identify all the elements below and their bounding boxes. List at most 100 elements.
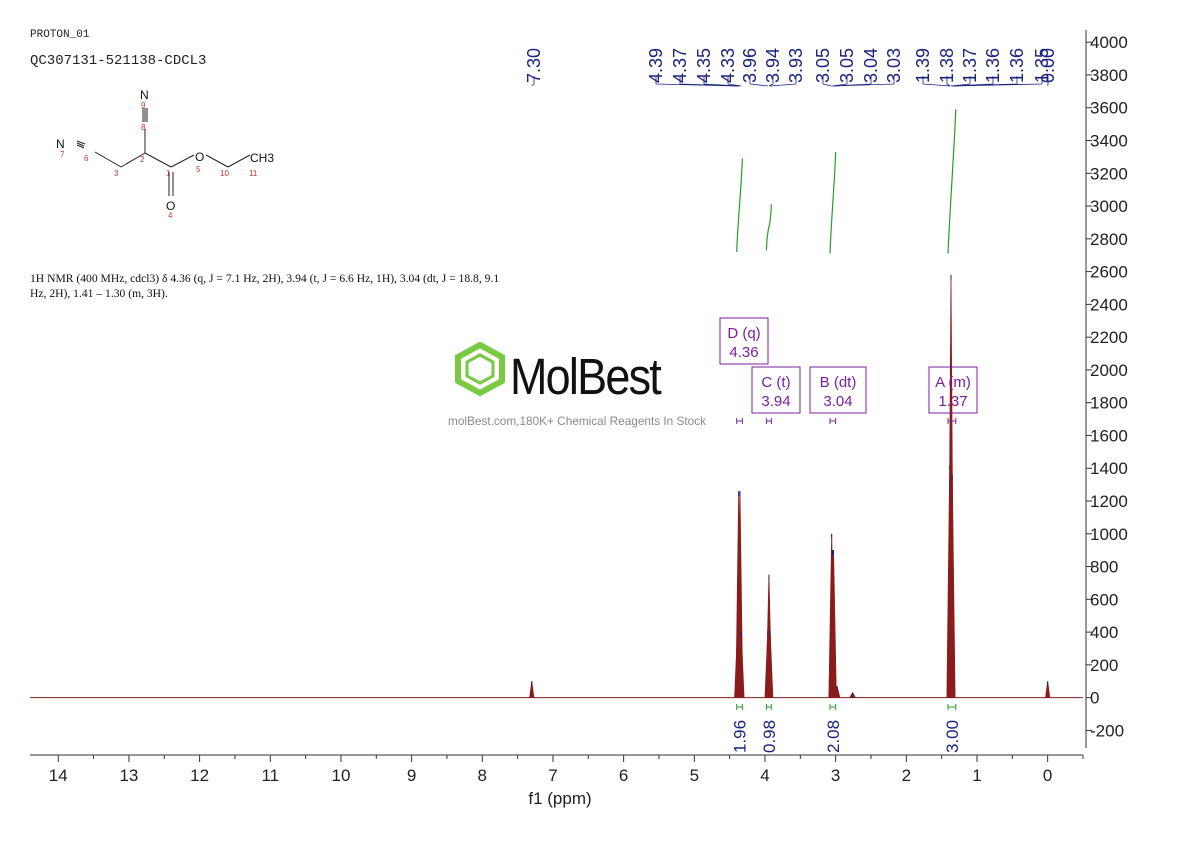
molbest-logo: MolBest <box>453 341 668 407</box>
y-tick-label: 2400 <box>1090 295 1128 314</box>
y-tick-label: 1000 <box>1090 525 1128 544</box>
integral-curve <box>736 158 743 252</box>
spectrum-peak <box>766 630 774 699</box>
multiplet-label: B (dt) <box>820 374 857 391</box>
x-tick-label: 4 <box>760 766 769 785</box>
integral-value: 1.96 <box>731 720 750 753</box>
multiplet-range <box>765 418 772 424</box>
peak-label-connector <box>952 76 1043 87</box>
spectrum-peak <box>830 550 837 699</box>
peak-label-connector <box>703 76 740 87</box>
spectrum-peak <box>737 632 745 699</box>
svg-text:5: 5 <box>196 165 201 174</box>
y-tick-label: 1600 <box>1090 426 1128 445</box>
peak-label: 4.33 <box>718 48 738 83</box>
x-tick-label: 9 <box>407 766 416 785</box>
peak-label-connector <box>727 76 742 87</box>
x-axis-label: f1 (ppm) <box>528 789 591 808</box>
peak-label: 3.04 <box>861 48 881 83</box>
peak-label-connector <box>749 76 768 87</box>
peak-label: 1.36 <box>1007 48 1027 83</box>
y-tick-label: 3600 <box>1090 99 1128 118</box>
x-tick-label: 2 <box>902 766 911 785</box>
svg-text:O: O <box>166 199 175 213</box>
y-tick-label: 600 <box>1090 590 1118 609</box>
svg-text:N: N <box>140 88 149 102</box>
peak-label-connector <box>833 76 895 87</box>
x-tick-label: 5 <box>690 766 699 785</box>
multiplet-label: A (m) <box>935 374 971 391</box>
nmr-description: 1H NMR (400 MHz, cdcl3) δ 4.36 (q, J = 7… <box>30 272 500 300</box>
peak-label: 7.30 <box>524 48 544 83</box>
svg-text:CH3: CH3 <box>250 151 274 165</box>
svg-text:6: 6 <box>84 154 89 163</box>
y-tick-label: 200 <box>1090 656 1118 675</box>
integral-value: 2.08 <box>824 720 843 753</box>
integral-range <box>765 704 772 710</box>
peak-label: 3.96 <box>740 48 760 83</box>
y-tick-label: 3800 <box>1090 66 1128 85</box>
peak-label: 3.05 <box>813 48 833 83</box>
watermark-tagline: molBest.com,180K+ Chemical Reagents In S… <box>448 414 707 428</box>
y-tick-label: 4000 <box>1090 33 1128 52</box>
x-tick-label: 3 <box>831 766 840 785</box>
y-tick-label: 1800 <box>1090 394 1128 413</box>
peak-label: 1.35 <box>1032 48 1052 83</box>
integral-value: 0.98 <box>760 720 779 753</box>
multiplet-label: C (t) <box>761 374 790 391</box>
svg-text:O: O <box>195 150 204 164</box>
y-tick-label: 2600 <box>1090 263 1128 282</box>
x-tick-label: 12 <box>190 766 209 785</box>
peak-label: 1.39 <box>913 48 933 83</box>
peak-label: 3.94 <box>763 48 783 83</box>
multiplet-label: D (q) <box>727 325 760 342</box>
multiplet-range <box>829 418 837 424</box>
molbest-brand: MolBest <box>510 348 662 402</box>
svg-text:2: 2 <box>140 155 145 164</box>
peak-label: 3.03 <box>884 48 904 83</box>
peak-label-connector <box>768 76 774 87</box>
y-tick-label: 3200 <box>1090 164 1128 183</box>
integral-range <box>829 704 837 710</box>
peak-label: 3.05 <box>837 48 857 83</box>
y-tick-label: 400 <box>1090 623 1118 642</box>
x-tick-label: 14 <box>49 766 68 785</box>
multiplet-box <box>719 317 769 365</box>
multiplet-range <box>736 418 743 424</box>
x-tick-label: 0 <box>1043 766 1052 785</box>
svg-text:8: 8 <box>141 123 146 132</box>
peak-label: 1.38 <box>937 48 957 83</box>
svg-text:10: 10 <box>220 169 229 178</box>
svg-text:7: 7 <box>60 150 65 159</box>
experiment-name: PROTON_01 <box>30 29 90 41</box>
x-tick-label: 8 <box>478 766 487 785</box>
spectrum-peak <box>833 686 841 699</box>
x-tick-label: 6 <box>619 766 628 785</box>
multiplet-shift: 4.36 <box>729 344 758 361</box>
svg-text:9: 9 <box>141 101 146 110</box>
integral-curve <box>947 109 957 254</box>
x-tick-label: 11 <box>261 766 279 785</box>
peak-label: 4.35 <box>694 48 714 83</box>
multiplet-box <box>751 366 801 414</box>
y-tick-label: 3400 <box>1090 132 1128 151</box>
multiplet-range <box>947 418 957 424</box>
integral-value: 3.00 <box>943 720 962 753</box>
y-tick-label: 2800 <box>1090 230 1128 249</box>
y-tick-label: 0 <box>1090 689 1099 708</box>
spectrum-peak <box>529 681 535 699</box>
peak-label: 1.36 <box>983 48 1003 83</box>
x-tick-label: 10 <box>331 766 350 785</box>
chemical-structure: N 7 6 3 2 1 N 9 8 O 5 10 11 CH3 O 4 <box>56 88 274 220</box>
x-tick-label: 1 <box>972 766 981 785</box>
sample-id: QC307131-521138-CDCL3 <box>30 53 207 69</box>
svg-text:11: 11 <box>249 169 258 178</box>
y-tick-label: 2200 <box>1090 328 1128 347</box>
integral-range <box>947 704 957 710</box>
multiplet-shift: 3.94 <box>761 393 790 410</box>
hexagon-logo-icon <box>455 341 505 397</box>
peak-label: 1.37 <box>960 48 980 83</box>
svg-text:1: 1 <box>166 169 171 178</box>
peak-label-connector <box>922 76 950 87</box>
